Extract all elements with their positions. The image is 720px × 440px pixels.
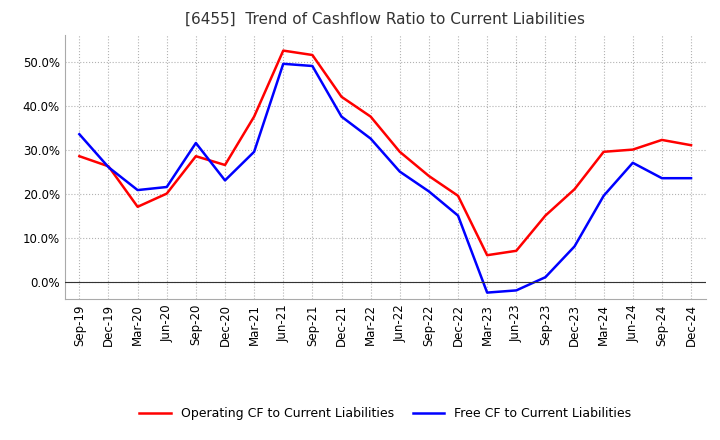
Free CF to Current Liabilities <box>687 176 696 181</box>
Operating CF to Current Liabilities <box>250 114 258 119</box>
Operating CF to Current Liabilities <box>192 154 200 159</box>
Free CF to Current Liabilities <box>395 169 404 174</box>
Operating CF to Current Liabilities <box>104 164 113 169</box>
Operating CF to Current Liabilities <box>570 187 579 192</box>
Operating CF to Current Liabilities <box>454 193 462 198</box>
Operating CF to Current Liabilities <box>366 114 375 119</box>
Free CF to Current Liabilities <box>133 187 142 193</box>
Operating CF to Current Liabilities <box>657 137 666 143</box>
Free CF to Current Liabilities <box>75 132 84 137</box>
Operating CF to Current Liabilities <box>337 94 346 99</box>
Operating CF to Current Liabilities <box>75 154 84 159</box>
Free CF to Current Liabilities <box>163 184 171 190</box>
Free CF to Current Liabilities <box>657 176 666 181</box>
Operating CF to Current Liabilities <box>395 149 404 154</box>
Free CF to Current Liabilities <box>629 160 637 165</box>
Free CF to Current Liabilities <box>250 149 258 154</box>
Operating CF to Current Liabilities <box>629 147 637 152</box>
Operating CF to Current Liabilities <box>541 213 550 218</box>
Free CF to Current Liabilities <box>104 165 113 170</box>
Free CF to Current Liabilities <box>425 189 433 194</box>
Line: Operating CF to Current Liabilities: Operating CF to Current Liabilities <box>79 51 691 255</box>
Free CF to Current Liabilities <box>541 275 550 280</box>
Operating CF to Current Liabilities <box>687 143 696 148</box>
Operating CF to Current Liabilities <box>599 149 608 154</box>
Free CF to Current Liabilities <box>483 290 492 295</box>
Operating CF to Current Liabilities <box>133 204 142 209</box>
Free CF to Current Liabilities <box>192 140 200 146</box>
Free CF to Current Liabilities <box>308 63 317 69</box>
Operating CF to Current Liabilities <box>279 48 287 53</box>
Free CF to Current Liabilities <box>512 288 521 293</box>
Legend: Operating CF to Current Liabilities, Free CF to Current Liabilities: Operating CF to Current Liabilities, Fre… <box>135 402 636 425</box>
Operating CF to Current Liabilities <box>220 162 229 168</box>
Line: Free CF to Current Liabilities: Free CF to Current Liabilities <box>79 64 691 293</box>
Operating CF to Current Liabilities <box>425 173 433 179</box>
Free CF to Current Liabilities <box>570 244 579 249</box>
Free CF to Current Liabilities <box>454 213 462 218</box>
Free CF to Current Liabilities <box>337 114 346 119</box>
Free CF to Current Liabilities <box>599 193 608 198</box>
Operating CF to Current Liabilities <box>163 191 171 196</box>
Free CF to Current Liabilities <box>366 136 375 141</box>
Operating CF to Current Liabilities <box>512 248 521 253</box>
Operating CF to Current Liabilities <box>308 52 317 58</box>
Free CF to Current Liabilities <box>220 178 229 183</box>
Title: [6455]  Trend of Cashflow Ratio to Current Liabilities: [6455] Trend of Cashflow Ratio to Curren… <box>185 12 585 27</box>
Operating CF to Current Liabilities <box>483 253 492 258</box>
Free CF to Current Liabilities <box>279 61 287 66</box>
